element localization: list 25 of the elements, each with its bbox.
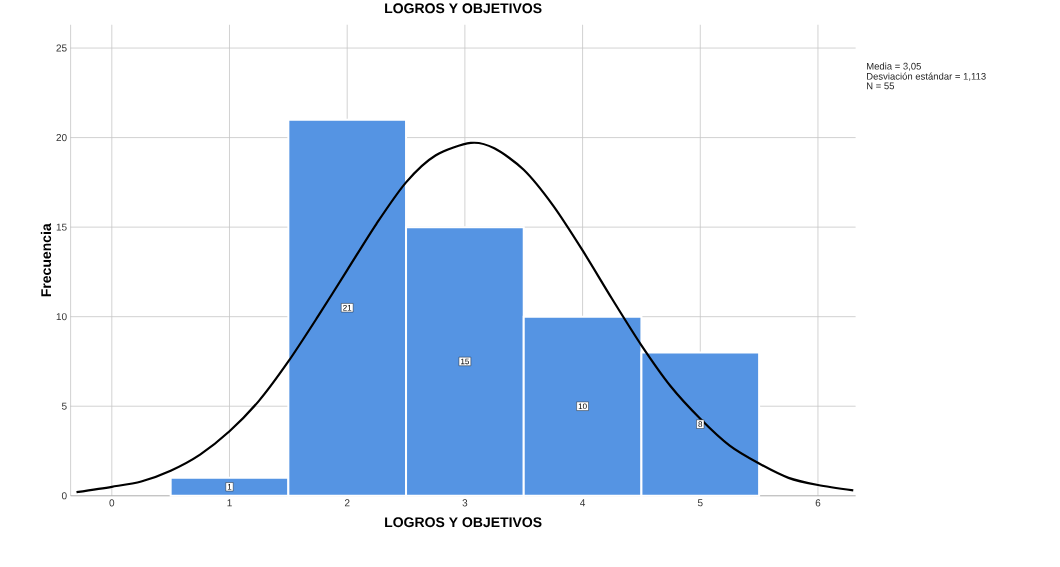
text: Media = 3,05 <box>866 62 921 71</box>
x-tick-label: 3 <box>462 499 468 507</box>
data-label: 10 <box>578 403 587 409</box>
y-tick-label: 10 <box>56 312 67 321</box>
data-label: 8 <box>698 421 703 427</box>
x-tick-label: 5 <box>697 499 703 507</box>
y-axis-title: Frecuencia <box>40 223 52 297</box>
chart-title: LOGROS Y OBJETIVOS <box>385 3 542 14</box>
x-tick-label: 4 <box>580 499 586 506</box>
y-tick-label: 0 <box>61 492 67 500</box>
x-tick-label: 0 <box>109 499 115 507</box>
x-tick-label: 6 <box>815 499 821 507</box>
x-tick-label: 2 <box>344 499 350 507</box>
y-tick-label: 15 <box>56 223 67 231</box>
x-tick-label: 1 <box>227 499 232 506</box>
text: Desviación estándar = 1,113 <box>866 72 986 81</box>
data-label: 15 <box>461 358 469 365</box>
y-tick-label: 25 <box>56 44 67 52</box>
data-label: 1 <box>227 483 232 490</box>
y-tick-label: 5 <box>61 402 67 410</box>
x-axis-title: LOGROS Y OBJETIVOS <box>385 517 542 527</box>
data-label: 21 <box>343 304 352 311</box>
line-series <box>75 141 855 494</box>
y-tick-label: 20 <box>56 133 67 141</box>
text: N = 55 <box>866 82 895 90</box>
